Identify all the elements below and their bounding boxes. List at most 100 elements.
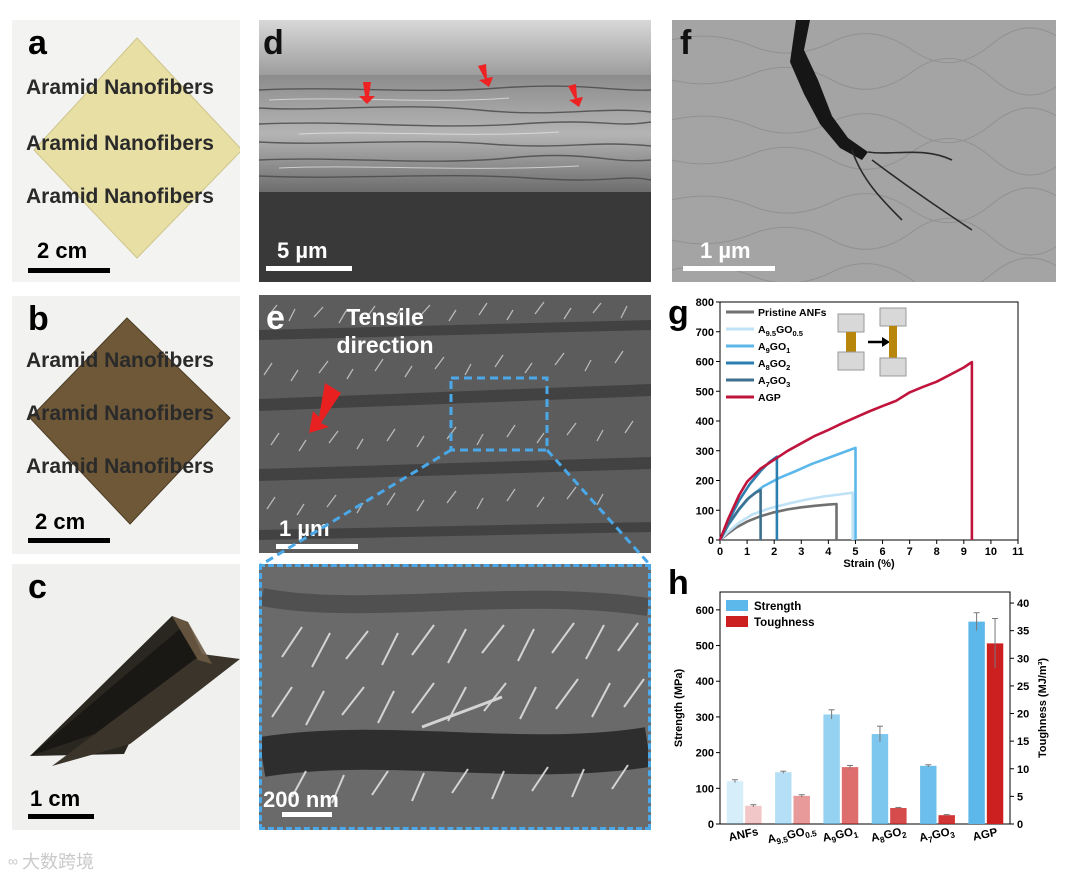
film-text-b-3: Aramid Nanofibers: [26, 455, 214, 478]
y-right-tick-label-h: 30: [1017, 653, 1029, 665]
tensile-arrow: [309, 383, 341, 433]
film-text-a-1: Aramid Nanofibers: [26, 76, 214, 99]
y-right-tick-label-h: 15: [1017, 736, 1029, 748]
category-label-0: ANFs: [728, 826, 760, 844]
panel-letter-a: a: [28, 24, 47, 62]
scale-label-e-inset: 200 nm: [263, 787, 339, 812]
scale-bar-d: [266, 266, 352, 271]
photo-panel-c: [12, 564, 240, 830]
bar-strength-0: [726, 781, 744, 824]
sem-inset-e: [259, 564, 651, 830]
plane-fold: [172, 616, 212, 664]
watermark-text: 大数跨境: [21, 852, 94, 872]
photo-panel-b: [12, 296, 240, 554]
x-axis-label-g: Strain (%): [843, 558, 895, 570]
plot-frame-h: [719, 591, 1011, 825]
panel-letter-g: g: [668, 294, 689, 332]
strength-toughness-chart: 0 100 200 300 400 500 600 0 5 10 15 20 25 30 35 40 Stren…: [673, 591, 1049, 848]
tensile-label-line2: direction: [336, 332, 434, 358]
film-text-b-2: Aramid Nanofibers: [26, 402, 214, 425]
x-tick-label-g: 0: [717, 546, 723, 558]
y-right-tick-label-h: 25: [1017, 681, 1029, 693]
sem-image-f: [672, 20, 1056, 282]
x-tick-label-g: 11: [1012, 546, 1024, 558]
red-arrows-d: [359, 64, 583, 107]
panel-letter-c: c: [28, 568, 47, 606]
plane-body: [30, 622, 202, 756]
category-label-4: A7GO3: [918, 825, 956, 846]
scale-bar-f: [683, 266, 775, 271]
watermark: ∞ 大数跨境: [8, 848, 94, 874]
legend-label-2: A9GO1: [758, 341, 790, 355]
series-line-0: [719, 502, 838, 542]
x-tick-label-g: 3: [798, 546, 804, 558]
legend-label-h-1: Toughness: [754, 617, 814, 629]
category-label-1: A9.5GO0.5: [767, 824, 818, 848]
plane-wing-left: [30, 616, 188, 756]
bar-toughness-0: [745, 805, 762, 824]
scale-label-a: 2 cm: [37, 238, 88, 263]
photo-panel-a: [12, 20, 240, 282]
sem-texture-d: [259, 20, 651, 282]
crack: [790, 20, 868, 160]
y-tick-label-g: 700: [696, 327, 714, 339]
film-diamond-b: [29, 317, 231, 525]
legend-label-1: A9.5GO0.5: [758, 324, 803, 338]
scale-label-c: 1 cm: [30, 786, 81, 811]
scale-bar-a: [28, 268, 110, 273]
legend-swatch-h-0: [726, 600, 748, 611]
bar-toughness-5: [986, 643, 1004, 824]
bar-strength-3: [871, 734, 889, 824]
legend-label-0: Pristine ANFs: [758, 307, 827, 319]
film-text-a-3: Aramid Nanofibers: [26, 185, 214, 208]
scale-bar-b: [28, 538, 110, 543]
category-label-2: A9GO1: [822, 825, 860, 846]
zoom-box: [449, 376, 549, 452]
y-axis-label-h: Strength (MPa): [673, 669, 685, 748]
panel-letter-b: b: [28, 300, 49, 338]
x-tick-label-g: 7: [907, 546, 913, 558]
x-tick-label-g: 5: [852, 546, 858, 558]
bar-strength-5: [968, 621, 985, 824]
x-tick-label-g: 8: [934, 546, 940, 558]
y-tick-label-g: 800: [696, 297, 714, 309]
watermark-icon: ∞: [8, 853, 18, 869]
bar-strength-1: [775, 772, 792, 824]
legend-label-4: A7GO3: [758, 375, 790, 389]
bar-toughness-1: [793, 795, 810, 824]
legend-swatch-h-1: [726, 616, 748, 627]
tensile-sample-inset: [837, 307, 907, 377]
series-line-5: [718, 360, 974, 541]
scale-label-f: 1 µm: [700, 238, 751, 263]
panel-letter-d: d: [263, 24, 284, 62]
y-tick-label-h: 500: [696, 641, 714, 653]
x-tick-label-g: 10: [985, 546, 997, 558]
y-right-tick-label-h: 0: [1017, 819, 1023, 831]
y-tick-label-h: 400: [696, 676, 714, 688]
panel-letter-h: h: [668, 564, 689, 602]
bar-strength-4: [920, 765, 937, 824]
zoom-connector: [259, 448, 651, 568]
sem-inset-texture: [262, 588, 648, 804]
y-right-tick-label-h: 10: [1017, 764, 1029, 776]
scale-label-e: 1 µm: [279, 516, 330, 541]
y-tick-label-h: 0: [708, 819, 714, 831]
panel-letter-e: e: [266, 299, 285, 337]
y-right-tick-label-h: 35: [1017, 626, 1029, 638]
x-tick-label-g: 9: [961, 546, 967, 558]
legend-label-h-0: Strength: [754, 601, 801, 613]
y-tick-label-g: 400: [696, 416, 714, 428]
y-tick-label-h: 300: [696, 712, 714, 724]
y-tick-label-h: 100: [696, 783, 714, 795]
legend-label-5: AGP: [758, 392, 781, 404]
x-tick-label-g: 1: [744, 546, 750, 558]
bar-toughness-4: [938, 815, 955, 824]
y-right-axis-label-h: Toughness (MJ/m³): [1037, 658, 1049, 758]
sem-texture-e: [259, 301, 651, 540]
bar-toughness-2: [841, 767, 859, 824]
scale-label-d: 5 µm: [277, 238, 328, 263]
sem-image-e: [259, 295, 651, 553]
series-line-1: [719, 491, 854, 541]
red-arrow-d-2: [478, 64, 493, 87]
y-tick-label-g: 0: [708, 535, 714, 547]
